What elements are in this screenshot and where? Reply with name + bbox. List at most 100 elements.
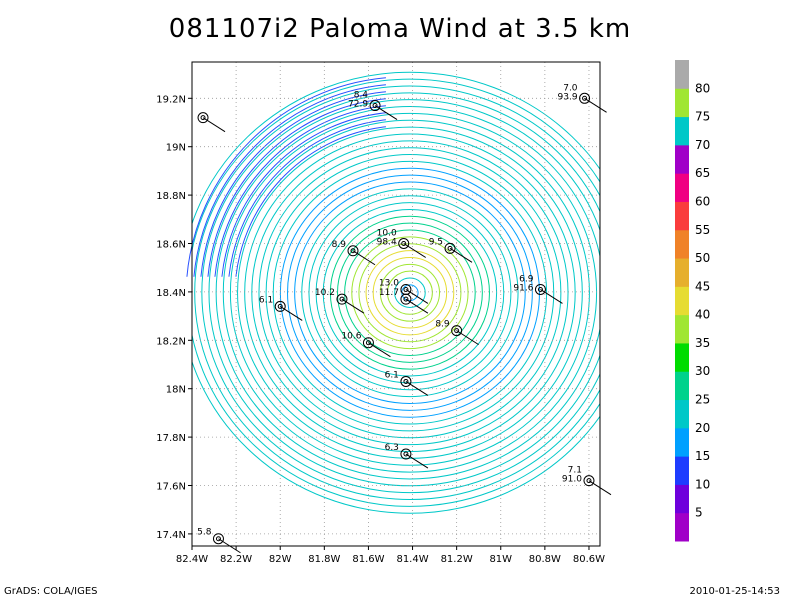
streamline-field (186, 71, 600, 514)
x-tick-label: 81.6W (352, 554, 384, 565)
streamline-ring (351, 236, 469, 350)
footer-timestamp: 2010-01-25-14:53 (689, 586, 780, 597)
streamline-ring (372, 256, 448, 329)
obs-marker-inner (537, 286, 543, 292)
obs-marker-inner (200, 115, 206, 121)
x-tick-label: 81.8W (308, 554, 340, 565)
colorbar-swatch (675, 258, 689, 287)
streamline-arc (207, 98, 386, 277)
obs-label: 6.3 (385, 443, 399, 453)
y-axis: 17.4N 17.6N 17.8N 18N 18.2N 18.4N 18.6N 18.8N 19… (156, 94, 192, 541)
wind-barb (405, 453, 429, 469)
obs-label: 6.1 (259, 295, 273, 305)
obs-label: 10.2 (315, 288, 335, 298)
wind-barb (352, 250, 376, 266)
obs-marker (400, 293, 412, 305)
colorbar-label: 5 (695, 506, 703, 520)
y-tick-label: 18.2N (156, 336, 186, 347)
streamline-ring (237, 126, 583, 459)
obs-label: 13.0 (379, 278, 399, 288)
wind-barb (405, 381, 429, 396)
streamline-ring (386, 270, 433, 315)
streamline-ring (358, 243, 462, 343)
obs-label: 10.0 (377, 229, 397, 239)
streamline-ring (329, 215, 490, 370)
obs-label: 91.6 (513, 283, 533, 293)
obs-marker (444, 242, 456, 254)
wind-barb (449, 247, 473, 263)
wind-barb (341, 298, 365, 314)
x-tick-label: 80.8W (529, 554, 561, 565)
obs-marker (212, 533, 224, 545)
colorbar-label: 15 (695, 449, 710, 463)
colorbar-swatch (675, 144, 689, 174)
colorbar-label: 40 (695, 308, 710, 322)
colorbar-swatch (675, 201, 689, 231)
colorbar-swatch (675, 342, 689, 372)
y-tick-label: 19N (166, 143, 186, 154)
streamline-ring (394, 277, 426, 308)
obs-label: 7.1 (568, 466, 582, 476)
y-tick-label: 17.6N (156, 482, 186, 493)
streamline-ring (365, 250, 455, 336)
y-tick-label: 18N (166, 385, 186, 396)
obs-marker-inner (403, 286, 409, 292)
x-axis: 82.4W 82.2W 82W 81.8W 81.6W 81.4W 81.2W 81W 80.8… (176, 546, 605, 565)
colorbar-swatch (675, 173, 689, 202)
y-tick-label: 17.8N (156, 433, 186, 444)
obs-marker-inner (403, 296, 409, 302)
streamline-ring (337, 222, 483, 363)
x-tick-label: 82W (269, 554, 292, 565)
colorbar-label: 25 (695, 393, 710, 407)
x-tick-label: 82.4W (176, 554, 208, 565)
grid-lines (191, 62, 600, 546)
observation-markers: 8.472.9 7.093.9 8.9 10.098.4 9.5 13.011.7 10.2… (197, 83, 612, 554)
streamline-ring (379, 263, 441, 322)
streamline-ring (287, 174, 533, 411)
obs-marker (274, 300, 286, 312)
colorbar-label: 35 (695, 336, 710, 350)
streamline-ring (201, 92, 600, 494)
streamline-arc (186, 77, 386, 277)
colorbar-swatch (675, 399, 689, 429)
wind-barb (202, 117, 226, 133)
obs-marker-inner (447, 245, 453, 251)
streamline-ring (265, 154, 555, 432)
obs-marker-inner (586, 478, 592, 484)
colorbar-swatch (675, 484, 689, 514)
streamline-ring (322, 208, 498, 377)
plot-frame (191, 61, 601, 547)
obs-label: 8.9 (435, 320, 450, 330)
obs-marker-inner (401, 241, 407, 246)
obs-label: 5.8 (197, 528, 212, 538)
y-tick-label: 18.6N (156, 240, 186, 251)
colorbar: 5 10 15 20 25 30 35 40 45 50 55 60 65 70 75 80 (675, 60, 710, 542)
streamline-ring (279, 167, 540, 418)
streamline-arc (228, 119, 386, 277)
obs-label: 8.4 (354, 91, 369, 101)
obs-marker-inner (350, 248, 356, 254)
obs-marker (347, 245, 359, 257)
obs-label: 6.1 (385, 370, 399, 380)
wind-barb (584, 97, 607, 113)
wind-barb (540, 289, 563, 304)
wind-barb (279, 305, 303, 321)
obs-marker (583, 475, 595, 487)
obs-marker (400, 448, 412, 460)
y-tick-label: 17.4N (156, 530, 186, 541)
obs-marker-inner (582, 95, 588, 101)
streamline-ring (301, 188, 519, 398)
colorbar-swatch (675, 88, 689, 118)
y-tick-label: 18.4N (156, 288, 186, 299)
obs-marker-inner (403, 378, 409, 384)
wind-barb (218, 538, 241, 554)
obs-marker (197, 112, 209, 124)
obs-marker-inner (277, 303, 283, 309)
y-tick-label: 18.8N (156, 191, 186, 202)
streamline-arc (235, 126, 386, 277)
x-tick-label: 80.6W (573, 554, 605, 565)
colorbar-label: 70 (695, 138, 710, 152)
x-tick-label: 81.2W (441, 554, 473, 565)
chart-title: 081107i2 Paloma Wind at 3.5 km (168, 14, 632, 44)
x-tick-label: 81W (489, 554, 512, 565)
